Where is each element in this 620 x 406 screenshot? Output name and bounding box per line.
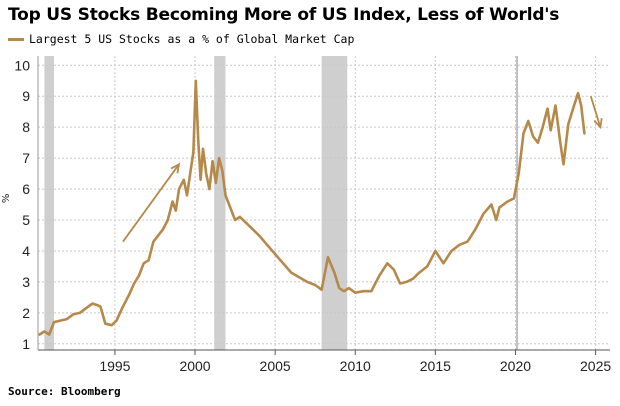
legend-swatch bbox=[8, 37, 24, 41]
series-line bbox=[38, 79, 586, 336]
y-axis-label: % bbox=[1, 194, 12, 204]
x-tick-label: 1995 bbox=[99, 358, 130, 374]
recession-band bbox=[214, 56, 226, 350]
y-tick-label: 9 bbox=[22, 88, 30, 104]
x-tick-label: 2010 bbox=[340, 358, 371, 374]
trend-arrow bbox=[589, 95, 603, 130]
y-tick-label: 1 bbox=[22, 336, 30, 352]
axis-layer: 1 2 3 4 5 6 7 8 9 10 1995 2000 2005 2010 2015 2020 2025% bbox=[1, 56, 611, 374]
y-tick-label: 7 bbox=[22, 150, 30, 166]
y-tick-label: 2 bbox=[22, 305, 30, 321]
recession-band bbox=[321, 56, 348, 350]
arrow-shaft bbox=[589, 95, 602, 128]
x-tick-label: 2015 bbox=[420, 358, 451, 374]
y-tick-label: 10 bbox=[14, 57, 30, 73]
arrow-head bbox=[593, 118, 603, 130]
y-tick-label: 4 bbox=[22, 243, 30, 259]
arrow-shaft bbox=[122, 163, 180, 243]
recession-band bbox=[44, 56, 55, 350]
series-layer bbox=[38, 79, 586, 336]
y-tick-label: 8 bbox=[22, 119, 30, 135]
legend-label: Largest 5 US Stocks as a % of Global Mar… bbox=[29, 32, 355, 46]
y-tick-label: 5 bbox=[22, 212, 30, 228]
x-tick-label: 2025 bbox=[580, 358, 611, 374]
arrow-head bbox=[170, 162, 181, 174]
recession-shading-layer bbox=[44, 56, 348, 350]
chart-title: Top US Stocks Becoming More of US Index,… bbox=[8, 5, 560, 25]
x-tick-label: 2000 bbox=[179, 358, 210, 374]
y-tick-label: 3 bbox=[22, 274, 30, 290]
x-tick-label: 2020 bbox=[500, 358, 531, 374]
y-tick-label: 6 bbox=[22, 181, 30, 197]
x-tick-label: 2005 bbox=[260, 358, 291, 374]
legend: Largest 5 US Stocks as a % of Global Mar… bbox=[8, 31, 354, 47]
trend-arrow bbox=[122, 162, 181, 243]
annotation-layer bbox=[122, 95, 603, 243]
source-note: Source: Bloomberg bbox=[8, 385, 121, 398]
